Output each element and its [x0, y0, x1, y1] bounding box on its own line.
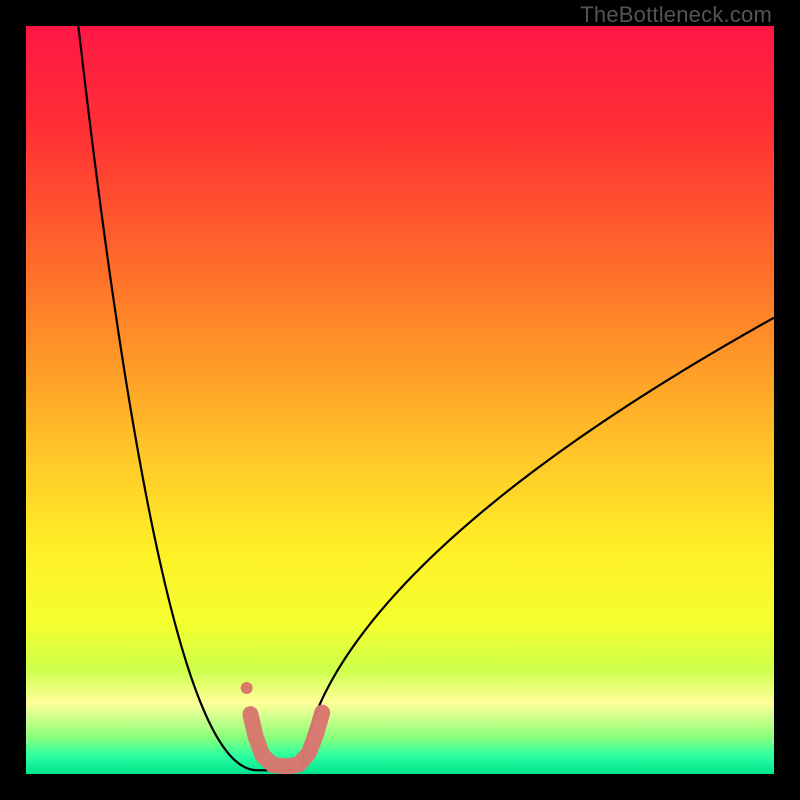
marker-dot — [241, 682, 253, 694]
bottleneck-curve — [78, 26, 774, 770]
watermark-text: TheBottleneck.com — [580, 2, 772, 28]
marker-worm — [250, 713, 322, 767]
plot-svg — [26, 26, 774, 774]
plot-area — [26, 26, 774, 774]
